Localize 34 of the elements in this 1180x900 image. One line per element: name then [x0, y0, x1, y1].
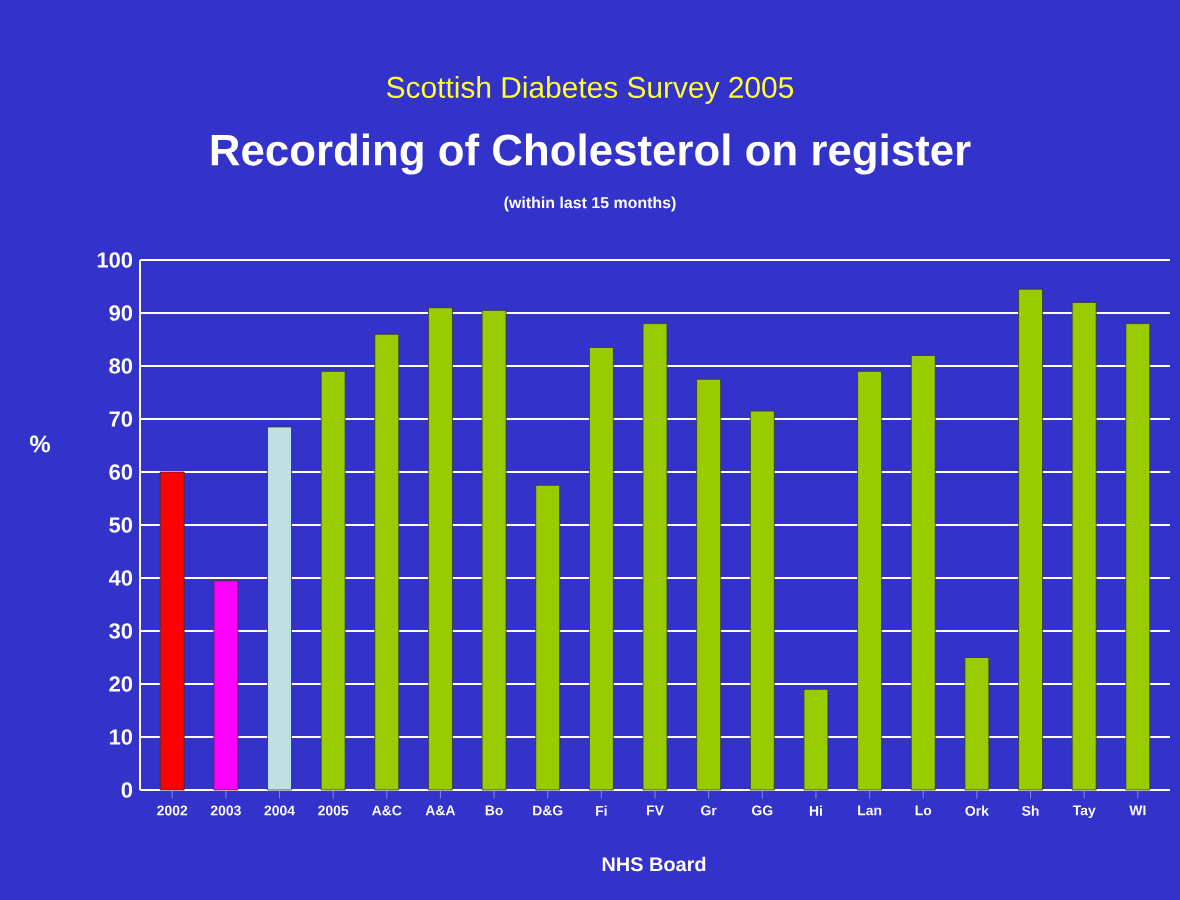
- bar: [1071, 301, 1097, 791]
- y-tick-label: 80: [109, 358, 133, 374]
- bar: [374, 333, 400, 791]
- bar: [159, 471, 185, 791]
- chart-title: Recording of Cholesterol on register: [211, 133, 971, 175]
- bar: [696, 378, 722, 791]
- y-tick-label: 50: [109, 517, 133, 533]
- bar: [910, 354, 936, 791]
- bar: [267, 426, 292, 791]
- y-tick-label: 40: [108, 570, 133, 586]
- y-tick-label: 100: [97, 252, 133, 268]
- bar: [749, 410, 775, 791]
- y-tick-label: 30: [109, 623, 133, 639]
- bar: [964, 657, 990, 791]
- y-tick-label: 10: [109, 729, 133, 745]
- text: Scottish Diabetes Survey 2005: [387, 76, 794, 104]
- bar: [1125, 323, 1151, 791]
- bar: [857, 370, 882, 791]
- y-tick-label: 90: [109, 305, 133, 321]
- bar: [535, 484, 561, 791]
- bar: [1018, 288, 1043, 791]
- bar: [803, 688, 829, 791]
- bar: [588, 347, 614, 791]
- bar: [213, 580, 239, 791]
- bar: [428, 307, 453, 791]
- x-axis-title: NHS Board: [602, 856, 706, 872]
- bar: [642, 323, 668, 791]
- y-tick-label: 20: [109, 676, 133, 692]
- y-tick-label: 70: [109, 411, 133, 427]
- y-axis-title: %: [29, 435, 51, 453]
- y-tick-label: 0: [121, 782, 133, 798]
- bar: [481, 309, 507, 791]
- y-tick-label: 60: [109, 464, 133, 480]
- bar: [320, 370, 346, 791]
